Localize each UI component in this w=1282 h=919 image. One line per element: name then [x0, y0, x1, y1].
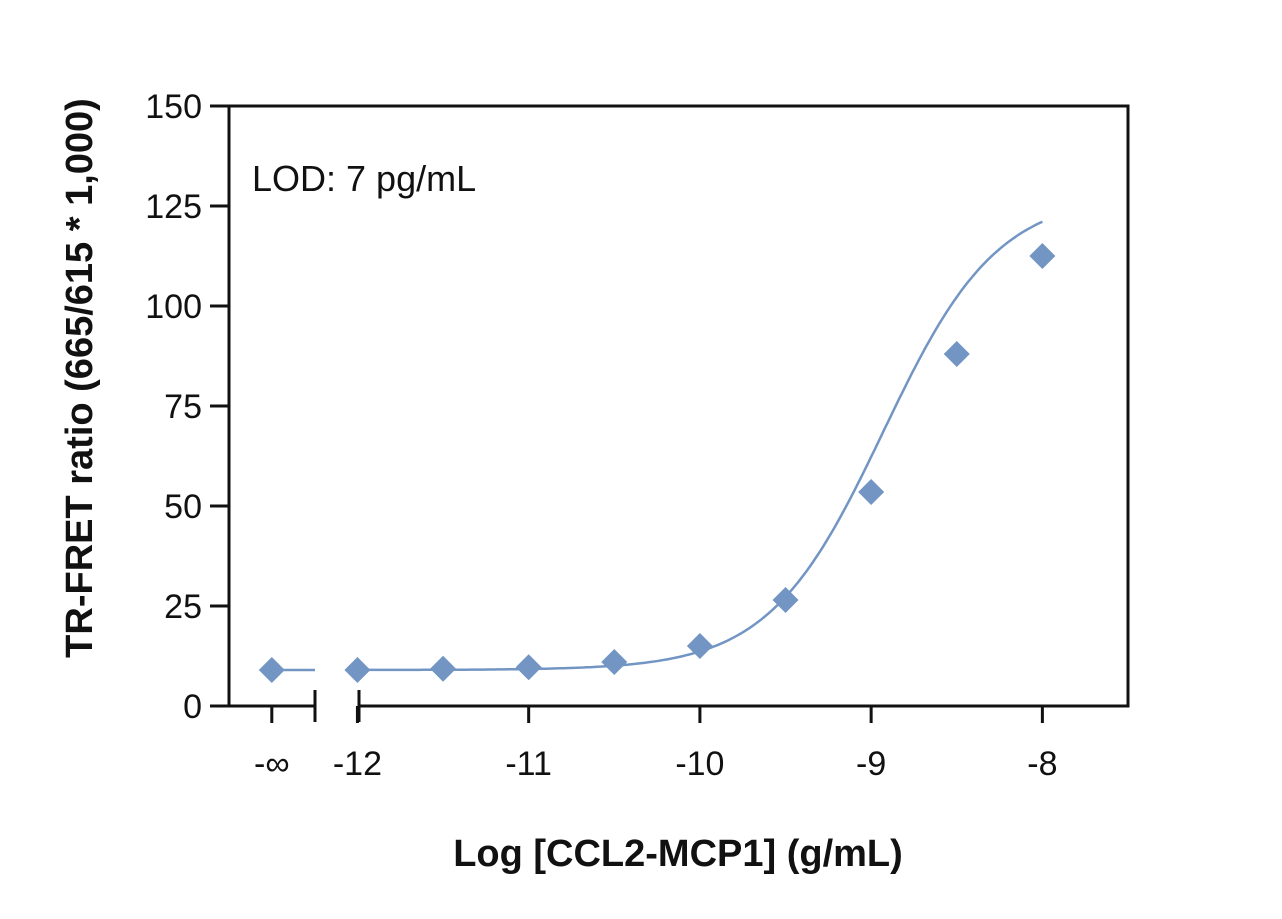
fit-curve: [357, 220, 1043, 672]
x-tick-label: -8: [1027, 745, 1057, 783]
data-point: [1029, 243, 1056, 269]
data-point: [344, 657, 371, 683]
data-point: [430, 655, 457, 682]
y-tick-label: 25: [164, 588, 202, 626]
x-tick-label: -9: [856, 745, 886, 783]
x-tick-label: -10: [675, 745, 724, 783]
y-axis-title: TR-FRET ratio (665/615 * 1,000): [59, 98, 101, 658]
y-tick-label: 50: [164, 488, 202, 526]
y-tick-label: 150: [145, 88, 202, 126]
fit-curves: [271, 220, 1043, 672]
lod-annotation: LOD: 7 pg/mL: [252, 158, 476, 199]
data-point: [601, 649, 628, 675]
data-points: [258, 243, 1056, 683]
x-tick-label: -∞: [254, 745, 290, 783]
y-tick-label: 125: [145, 188, 202, 226]
x-tick-label: -11: [505, 745, 552, 783]
y-tick-label: 75: [164, 388, 202, 426]
x-ticks: -∞ -12 -11 -10 -9 -8: [254, 706, 1057, 783]
x-axis-title: Log [CCL2-MCP1] (g/mL): [453, 833, 903, 875]
x-tick-label: -12: [333, 745, 382, 783]
blank-data-point: [258, 657, 285, 683]
data-point: [686, 633, 713, 659]
y-tick-label: 100: [145, 288, 202, 326]
data-point: [858, 479, 885, 505]
data-point: [943, 341, 970, 367]
data-point: [515, 654, 542, 681]
y-ticks: 0 25 50 75 100 125 150: [145, 88, 229, 726]
y-tick-label: 0: [183, 688, 202, 726]
data-point: [772, 587, 799, 613]
